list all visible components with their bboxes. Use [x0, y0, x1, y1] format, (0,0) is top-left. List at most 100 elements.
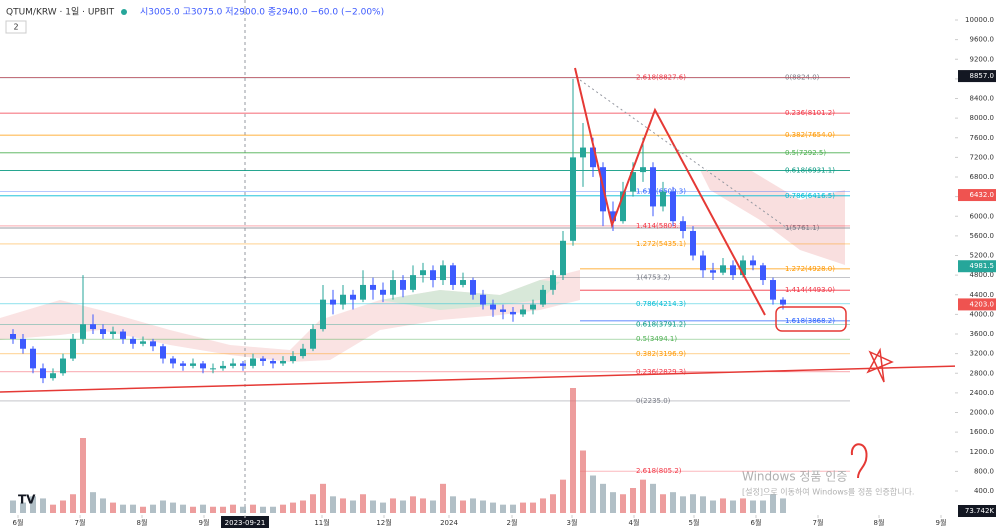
- watermark-title: Windows 정품 인증: [742, 470, 847, 484]
- volume-bar: [380, 502, 386, 513]
- fib-label: 0(2235.0): [636, 397, 671, 405]
- x-tick-label: 8월: [137, 518, 148, 527]
- volume-bar: [40, 498, 46, 513]
- candle-body: [320, 299, 326, 330]
- volume-bar: [620, 494, 626, 513]
- y-tick-label: 2000.0: [970, 409, 995, 417]
- volume-bar: [690, 494, 696, 513]
- x-tick-label: 2월: [507, 518, 518, 527]
- fib-label: 1.618(6509.3): [636, 187, 686, 195]
- volume-bar: [750, 500, 756, 513]
- x-tick-label: 7월: [813, 518, 824, 527]
- x-tick-label: 12월: [376, 518, 391, 527]
- volume-bar: [300, 500, 306, 513]
- indicator-count: 2: [13, 23, 18, 32]
- volume-bar: [450, 496, 456, 513]
- volume-bar: [270, 506, 276, 513]
- candle-body: [360, 284, 366, 300]
- fib-label: 0.786(6416.5): [785, 192, 835, 200]
- volume-bar: [780, 498, 786, 513]
- candle-body: [730, 265, 736, 276]
- candle-body: [90, 324, 96, 330]
- candle-body: [260, 358, 266, 361]
- fib-label: 0.618(3791.2): [636, 321, 686, 329]
- y-tick-label: 5600.0: [970, 232, 995, 240]
- candle-body: [400, 280, 406, 290]
- volume-bar: [10, 500, 16, 513]
- volume-bar: [20, 502, 26, 513]
- volume-bar: [570, 388, 576, 513]
- indicator-toggle[interactable]: [5, 20, 27, 34]
- volume-bar: [110, 502, 116, 513]
- volume-bar: [490, 502, 496, 513]
- volume-bar: [710, 500, 716, 513]
- candle-body: [470, 280, 476, 295]
- volume-bar: [430, 500, 436, 513]
- fib-label: 0.382(7654.0): [785, 131, 835, 139]
- volume-bar: [350, 500, 356, 513]
- volume-bar: [90, 492, 96, 513]
- volume-bar: [160, 500, 166, 513]
- volume-bar: [310, 494, 316, 513]
- candle-body: [690, 230, 696, 256]
- x-tick-label: 4월: [629, 518, 640, 527]
- candle-body: [760, 265, 766, 281]
- fib-label: 0.236(2829.3): [636, 368, 686, 376]
- axis-layer: 10000.09600.09200.08800.08400.08000.0760…: [13, 16, 996, 528]
- price-badge: [958, 189, 996, 202]
- x-tick-label: 7월: [75, 518, 86, 527]
- drawn-line: [574, 67, 766, 316]
- candle-body: [560, 240, 566, 276]
- fib-label: 1.272(5435.1): [636, 240, 686, 248]
- volume-bar: [180, 504, 186, 513]
- logo: TV: [18, 493, 36, 507]
- volume-bar: [370, 500, 376, 513]
- dotted-line: [579, 79, 791, 231]
- candle-body: [410, 275, 416, 290]
- candle-body: [50, 373, 56, 379]
- volume-bar: [580, 450, 586, 513]
- x-tick-label: 2023-09-21: [225, 519, 266, 527]
- price-badge-label: 6432.0: [970, 191, 995, 199]
- volume-bar: [660, 494, 666, 513]
- candle-body: [530, 304, 536, 310]
- volume-bar: [670, 492, 676, 513]
- volume-bar: [770, 494, 776, 513]
- candle-body: [590, 147, 596, 168]
- y-tick-label: 8400.0: [970, 95, 995, 103]
- candle-body: [350, 294, 356, 300]
- volume-bar: [200, 504, 206, 513]
- volume-bar: [290, 502, 296, 513]
- candle-body: [500, 309, 506, 312]
- y-tick-label: 10000.0: [965, 16, 994, 24]
- candle-body: [680, 221, 686, 231]
- candle-body: [80, 324, 86, 339]
- volume-bar: [500, 504, 506, 513]
- drawn-box: [775, 306, 847, 332]
- y-tick-label: 8000.0: [970, 114, 995, 122]
- volume-bar: [120, 504, 126, 513]
- candle-body: [540, 289, 546, 305]
- volume-bar: [560, 479, 566, 513]
- candle-body: [550, 275, 556, 290]
- x-tick-label: 11월: [314, 518, 329, 527]
- y-tick-label: 4000.0: [970, 310, 995, 318]
- status-dot: [121, 9, 127, 15]
- y-tick-label: 7600.0: [970, 134, 995, 142]
- fib-label: 1.618(3868.2): [785, 317, 835, 325]
- candle-body: [620, 191, 626, 222]
- candle-body: [610, 211, 616, 222]
- volume-bar: [510, 504, 516, 513]
- candle-body: [170, 358, 176, 364]
- volume-bar: [50, 504, 56, 513]
- volume-bar: [610, 492, 616, 513]
- volume-bar: [280, 504, 286, 513]
- fib-label: 2.618(8827.6): [636, 74, 686, 82]
- volume-badge-label: 73.742K: [965, 507, 994, 515]
- candle-body: [210, 368, 216, 370]
- y-tick-label: 4800.0: [970, 271, 995, 279]
- candle-body: [60, 358, 66, 374]
- candle-body: [580, 147, 586, 158]
- volume-bar: [390, 498, 396, 513]
- volume-bar: [260, 506, 266, 513]
